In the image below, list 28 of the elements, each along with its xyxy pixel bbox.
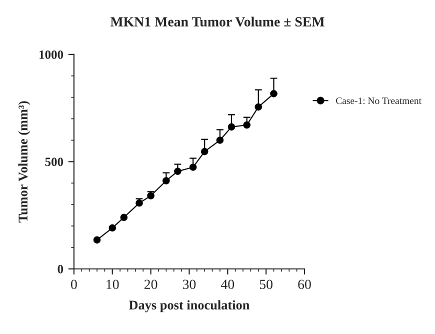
x-tick-label: 10 [106,280,119,290]
point [228,123,236,131]
x-tick-label: 40 [220,280,234,290]
x-tick-label: 20 [144,280,158,290]
y-tick-label: 0 [58,264,64,274]
point [254,103,262,111]
point [136,199,143,207]
point [174,168,182,175]
y-tick-label: 1000 [40,50,64,59]
x-tick-label: 60 [298,280,311,290]
chart-title: MKN1 Mean Tumor Volume ± SEM [110,16,324,27]
x-tick-label: 30 [182,280,196,290]
x-tick-label: 0 [71,280,77,290]
point [200,148,208,156]
point [189,164,197,171]
point [93,236,101,244]
point [162,177,170,184]
point [216,136,224,144]
point [108,224,116,232]
y-tick-label: 500 [45,158,64,166]
x-tick-label: 50 [260,280,272,290]
point [120,214,128,222]
legend-label: Case-1: No Treatment [336,98,422,104]
x-axis-title: Days post inoculation [128,300,250,312]
y-axis-title: Tumor Volume (mm³) [18,101,30,222]
point [147,192,154,200]
point [270,90,278,98]
point [243,121,251,129]
